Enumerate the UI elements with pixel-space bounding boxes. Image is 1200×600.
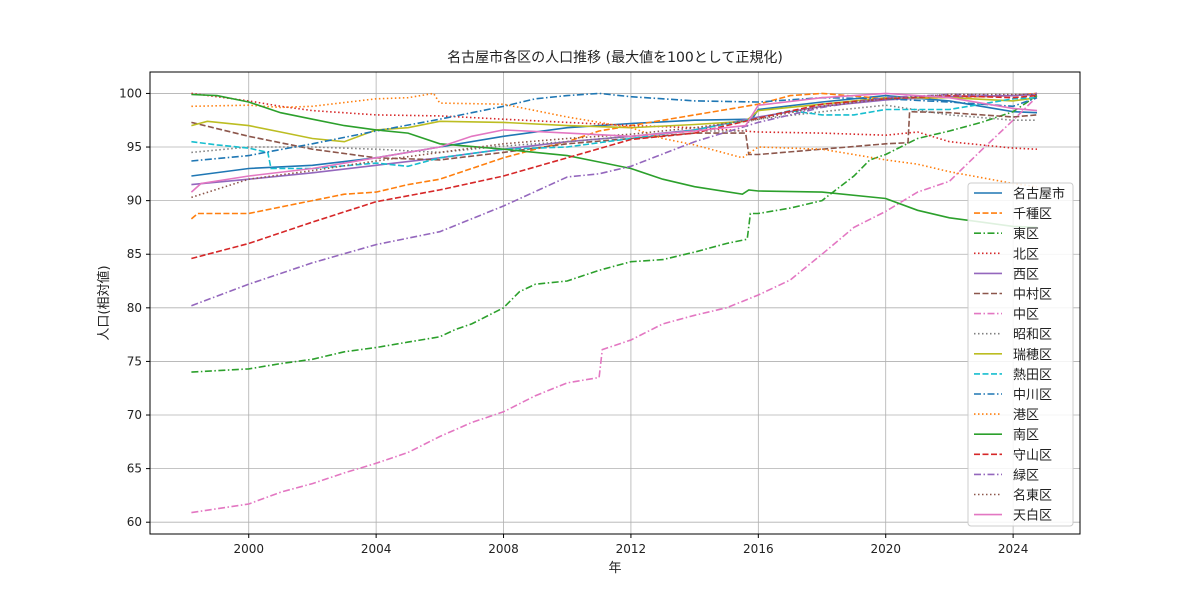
x-tick-label: 2024 xyxy=(998,542,1029,556)
series-line-15 xyxy=(191,93,1037,199)
y-tick-label: 85 xyxy=(127,247,142,261)
chart-title: 名古屋市各区の人口推移 (最大値を100として正規化) xyxy=(447,49,783,66)
series-line-3 xyxy=(191,92,1038,150)
legend-label: 昭和区 xyxy=(1013,328,1052,343)
legend-label: 中村区 xyxy=(1013,288,1052,303)
x-axis-label: 年 xyxy=(608,561,621,576)
series-line-9 xyxy=(191,96,1038,170)
legend-label: 西区 xyxy=(1013,267,1039,282)
series-line-1 xyxy=(190,92,1038,220)
legend-label: 千種区 xyxy=(1013,206,1052,222)
y-tick-label: 90 xyxy=(127,194,142,208)
legend-label: 南区 xyxy=(1013,427,1039,443)
series-line-12 xyxy=(191,93,1038,229)
series-line-6 xyxy=(191,96,1038,514)
legend-label: 中川区 xyxy=(1013,388,1052,403)
legend-label: 守山区 xyxy=(1013,448,1052,463)
plot-frame xyxy=(149,71,1081,535)
legend-label: 瑞穂区 xyxy=(1013,348,1052,363)
legend-label: 天白区 xyxy=(1013,508,1052,524)
y-tick-label: 65 xyxy=(127,462,142,476)
y-tick-label: 60 xyxy=(127,515,142,529)
x-tick-label: 2012 xyxy=(616,542,647,556)
x-tick-label: 2020 xyxy=(870,542,901,556)
series-lines xyxy=(190,92,1038,514)
y-tick-label: 100 xyxy=(119,86,142,100)
y-axis-label: 人口(相対値) xyxy=(96,265,112,340)
series-line-16 xyxy=(190,92,1038,193)
legend-label: 熱田区 xyxy=(1013,368,1052,383)
x-tick-label: 2016 xyxy=(743,542,774,556)
legend-label: 中区 xyxy=(1013,308,1039,323)
grid xyxy=(150,72,1080,534)
legend-label: 緑区 xyxy=(1013,468,1039,483)
legend-box xyxy=(967,182,1074,527)
y-tick-label: 75 xyxy=(127,354,142,368)
series-line-11 xyxy=(191,92,1038,188)
x-tick-label: 2000 xyxy=(233,542,264,556)
legend-label: 港区 xyxy=(1013,408,1039,423)
x-tick-label: 2008 xyxy=(488,542,519,556)
y-tick-label: 70 xyxy=(127,408,142,422)
x-tick-label: 2004 xyxy=(361,542,392,556)
y-tick-label: 80 xyxy=(127,301,142,315)
legend: 名古屋市千種区東区北区西区中村区中区昭和区瑞穂区熱田区中川区港区南区守山区緑区名… xyxy=(967,182,1074,527)
legend-label: 東区 xyxy=(1013,226,1039,242)
legend-label: 名東区 xyxy=(1013,488,1052,504)
y-tick-label: 95 xyxy=(127,140,142,154)
series-line-2 xyxy=(191,94,1038,373)
legend-label: 北区 xyxy=(1013,247,1039,262)
series-line-10 xyxy=(191,92,1038,162)
legend-label: 名古屋市 xyxy=(1013,186,1065,202)
axis-ticks: 2000 2004 2008 2012 2016 2020 2024 60 65 70 75 80 85… xyxy=(119,86,1028,556)
